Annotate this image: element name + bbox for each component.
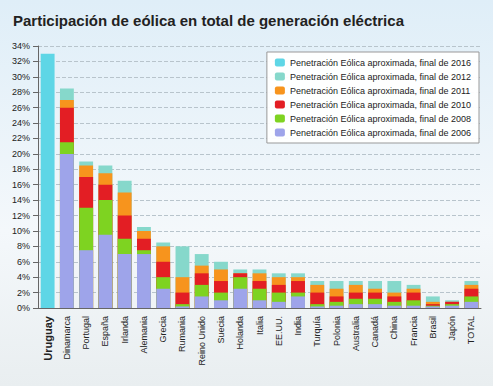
svg-text:Turquía: Turquía: [312, 316, 322, 347]
svg-text:Penetración Eólica aproximada,: Penetración Eólica aproximada, final de …: [290, 128, 471, 138]
svg-text:China: China: [389, 316, 399, 340]
svg-text:Penetración Eólica aproximada,: Penetración Eólica aproximada, final de …: [290, 86, 470, 96]
svg-text:30%: 30%: [12, 72, 30, 82]
svg-text:Italia: Italia: [255, 316, 265, 335]
svg-text:18%: 18%: [12, 164, 30, 174]
svg-text:Brasil: Brasil: [428, 316, 438, 339]
svg-text:TOTAL: TOTAL: [466, 316, 476, 344]
svg-text:26%: 26%: [12, 103, 30, 113]
svg-text:EE.UU.: EE.UU.: [274, 316, 284, 346]
svg-text:28%: 28%: [12, 87, 30, 97]
svg-text:6%: 6%: [17, 257, 30, 267]
svg-text:España: España: [100, 316, 110, 347]
svg-text:Penetración Eólica aproximada,: Penetración Eólica aproximada, final de …: [290, 72, 471, 82]
svg-text:Participación de eólica en tot: Participación de eólica en total de gene…: [13, 12, 405, 29]
svg-text:8%: 8%: [17, 241, 30, 251]
svg-text:Francia: Francia: [409, 316, 419, 346]
svg-text:Holanda: Holanda: [235, 316, 245, 350]
svg-text:20%: 20%: [12, 149, 30, 159]
svg-text:Irlanda: Irlanda: [120, 316, 130, 344]
svg-text:Japón: Japón: [447, 316, 457, 341]
svg-text:16%: 16%: [12, 180, 30, 190]
svg-text:2%: 2%: [17, 288, 30, 298]
svg-text:India: India: [293, 316, 303, 336]
svg-text:Penetración Eólica aproximada,: Penetración Eólica aproximada, final de …: [290, 100, 471, 110]
svg-text:Suecia: Suecia: [216, 316, 226, 344]
svg-text:Grecia: Grecia: [158, 316, 168, 343]
svg-text:0%: 0%: [17, 303, 30, 313]
svg-text:Portugal: Portugal: [81, 316, 91, 350]
svg-text:Uruguay: Uruguay: [42, 315, 54, 361]
svg-text:4%: 4%: [17, 272, 30, 282]
svg-text:32%: 32%: [12, 56, 30, 66]
svg-text:Polonia: Polonia: [332, 316, 342, 346]
svg-text:Canadá: Canadá: [370, 316, 380, 348]
svg-text:22%: 22%: [12, 133, 30, 143]
svg-text:Reino Unido: Reino Unido: [197, 316, 207, 366]
svg-text:Australia: Australia: [351, 316, 361, 351]
svg-text:10%: 10%: [12, 226, 30, 236]
svg-text:Rumania: Rumania: [177, 316, 187, 352]
svg-text:Penetración Eólica aproximada,: Penetración Eólica aproximada, final de …: [290, 114, 471, 124]
svg-text:34%: 34%: [12, 41, 30, 51]
svg-text:12%: 12%: [12, 211, 30, 221]
svg-text:24%: 24%: [12, 118, 30, 128]
svg-text:Dinamarca: Dinamarca: [62, 316, 72, 360]
svg-text:Alemania: Alemania: [139, 316, 149, 354]
svg-text:14%: 14%: [12, 195, 30, 205]
svg-text:Penetración Eólica aproximada,: Penetración Eólica aproximada, final de …: [290, 58, 471, 68]
